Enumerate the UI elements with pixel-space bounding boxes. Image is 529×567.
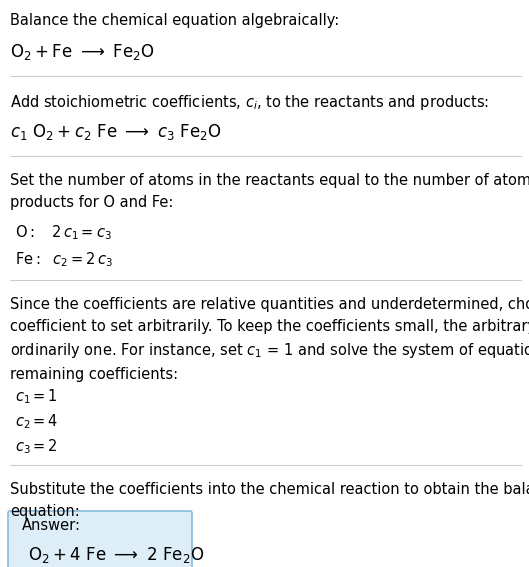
FancyBboxPatch shape (8, 511, 192, 567)
Text: Answer:: Answer: (22, 518, 81, 533)
Text: $\mathrm{O:}\ \ \ 2\,c_1 = c_3$: $\mathrm{O:}\ \ \ 2\,c_1 = c_3$ (15, 223, 112, 242)
Text: $c_1 = 1$: $c_1 = 1$ (15, 387, 58, 406)
Text: $c_2 = 4$: $c_2 = 4$ (15, 412, 58, 431)
Text: Substitute the coefficients into the chemical reaction to obtain the balanced
eq: Substitute the coefficients into the che… (10, 482, 529, 519)
Text: $\mathrm{O_2 + Fe\ \longrightarrow\ Fe_2O}$: $\mathrm{O_2 + Fe\ \longrightarrow\ Fe_2… (10, 42, 154, 62)
Text: $\mathrm{Fe:}\ \ c_2 = 2\,c_3$: $\mathrm{Fe:}\ \ c_2 = 2\,c_3$ (15, 250, 113, 269)
Text: Balance the chemical equation algebraically:: Balance the chemical equation algebraica… (10, 13, 339, 28)
Text: $c_3 = 2$: $c_3 = 2$ (15, 437, 58, 456)
Text: Set the number of atoms in the reactants equal to the number of atoms in the
pro: Set the number of atoms in the reactants… (10, 173, 529, 210)
Text: $\mathrm{O_2 + 4\ Fe\ \longrightarrow\ 2\ Fe_2O}$: $\mathrm{O_2 + 4\ Fe\ \longrightarrow\ 2… (28, 545, 204, 565)
Text: Add stoichiometric coefficients, $c_i$, to the reactants and products:: Add stoichiometric coefficients, $c_i$, … (10, 93, 489, 112)
Text: $c_1\ \mathrm{O_2} + c_2\ \mathrm{Fe}\ \longrightarrow\ c_3\ \mathrm{Fe_2O}$: $c_1\ \mathrm{O_2} + c_2\ \mathrm{Fe}\ \… (10, 122, 222, 142)
Text: Since the coefficients are relative quantities and underdetermined, choose a
coe: Since the coefficients are relative quan… (10, 297, 529, 382)
